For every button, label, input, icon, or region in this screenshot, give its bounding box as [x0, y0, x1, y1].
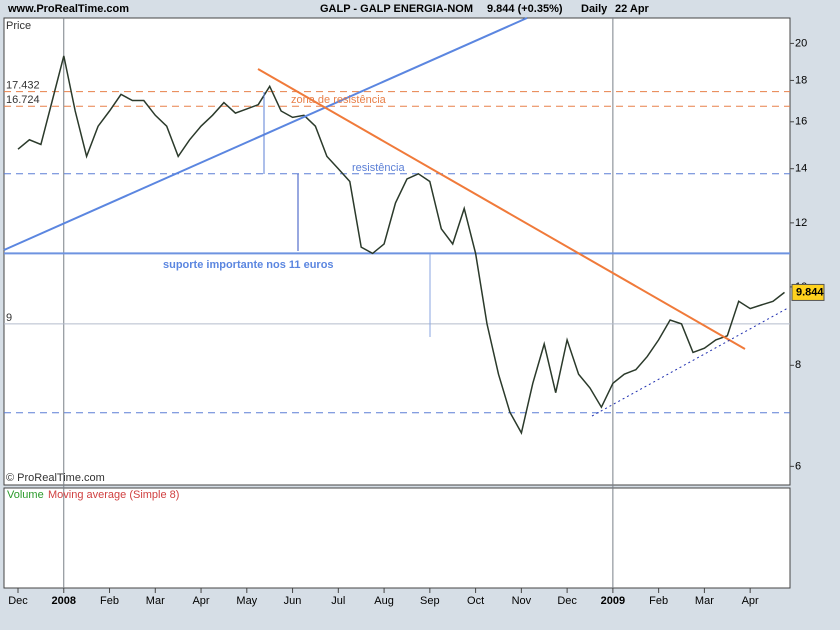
quote: 9.844 (+0.35%): [487, 3, 563, 15]
x-tick-label: Sep: [420, 595, 440, 607]
level-label: 17.432: [6, 80, 40, 92]
x-tick-label: May: [236, 595, 257, 607]
x-tick-label: Oct: [467, 595, 484, 607]
interval: Daily: [581, 3, 608, 15]
y-tick-label: 14: [795, 163, 807, 175]
x-tick-label: Apr: [742, 595, 759, 607]
x-tick-label: Jul: [331, 595, 345, 607]
x-tick-label: Feb: [100, 595, 119, 607]
y-tick-label: 12: [795, 217, 807, 229]
trend-line: [257, 68, 746, 350]
trend-line: [591, 307, 789, 417]
x-tick-label: Feb: [649, 595, 668, 607]
x-tick-label: Dec: [8, 595, 28, 607]
volume-label: Volume: [7, 489, 44, 501]
last-price: 9.844: [796, 286, 824, 298]
trend-line: [3, 17, 528, 251]
price-panel: [3, 17, 791, 486]
x-tick-label: 2008: [52, 595, 76, 607]
y-label: Price: [6, 20, 31, 32]
x-tick-label: Jun: [284, 595, 302, 607]
x-tick-label: Mar: [695, 595, 714, 607]
indicator-label: Moving average (Simple 8): [48, 489, 179, 501]
level-label: 9: [6, 312, 12, 324]
site: www.ProRealTime.com: [7, 3, 129, 15]
price-line: [17, 55, 785, 435]
x-tick-label: Dec: [557, 595, 577, 607]
x-tick-label: Nov: [512, 595, 532, 607]
annotation: resistência: [352, 162, 405, 174]
x-tick-label: 2009: [601, 595, 625, 607]
y-tick-label: 6: [795, 460, 801, 472]
annotation: suporte importante nos 11 euros: [163, 259, 334, 271]
y-tick-label: 18: [795, 74, 807, 86]
last-price-box: [791, 283, 825, 301]
x-tick-label: Mar: [146, 595, 165, 607]
copyright: © ProRealTime.com: [6, 472, 105, 484]
x-tick-label: Apr: [192, 595, 209, 607]
x-tick-label: Aug: [374, 595, 394, 607]
annotation: zona de resistência: [291, 94, 387, 106]
y-tick-label: 8: [795, 359, 801, 371]
instrument: GALP - GALP ENERGIA-NOM: [320, 3, 473, 15]
level-label: 16.724: [6, 94, 40, 106]
y-tick-label: 20: [795, 37, 807, 49]
y-tick-label: 16: [795, 116, 807, 128]
volume-panel: [3, 487, 791, 589]
date: 22 Apr: [615, 3, 650, 15]
